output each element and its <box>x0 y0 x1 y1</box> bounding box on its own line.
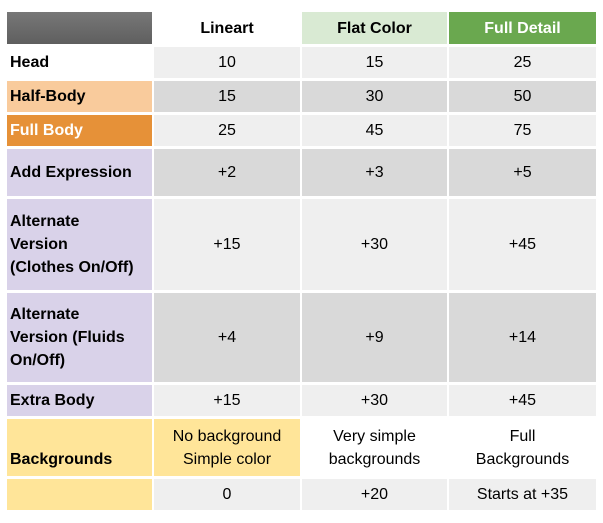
row-label: Extra Body <box>7 385 152 416</box>
cell-text: Extra Body <box>10 392 95 409</box>
cell-text: 0 <box>222 486 232 503</box>
cell-text: Head <box>10 54 50 71</box>
cell-text: Alternate <box>10 213 80 230</box>
cell-text: 45 <box>365 122 384 139</box>
cell-text: +30 <box>360 392 389 409</box>
price-cell: 10 <box>154 47 300 78</box>
cell-text: Starts at +35 <box>476 486 569 503</box>
price-cell: 25 <box>154 115 300 146</box>
row-label: Half-Body <box>7 81 152 112</box>
cell-text: +45 <box>508 392 537 409</box>
price-cell: +3 <box>302 149 447 196</box>
cell-text: 25 <box>218 122 236 139</box>
price-cell: 45 <box>302 115 447 146</box>
price-cell: +2 <box>154 149 300 196</box>
row-label: Full Body <box>7 115 152 146</box>
column-header: Flat Color <box>302 12 447 44</box>
cell-text: +45 <box>508 236 537 253</box>
cell-text: Half-Body <box>10 88 86 105</box>
cell-text: Add Expression <box>10 164 132 181</box>
cell-text: Version <box>10 236 68 253</box>
price-cell: +5 <box>449 149 596 196</box>
price-cell: +15 <box>154 199 300 290</box>
header-corner <box>7 12 152 44</box>
column-header: Full Detail <box>449 12 596 44</box>
price-cell: 0 <box>154 479 300 510</box>
cell-text: 25 <box>513 54 532 71</box>
cell-text: 10 <box>218 54 236 71</box>
cell-text: 15 <box>365 54 384 71</box>
cell-text: Version (Fluids <box>10 329 125 346</box>
cell-text: Backgrounds <box>10 451 113 468</box>
cell-text: 15 <box>218 88 236 105</box>
cell-text: +5 <box>513 164 532 181</box>
row-label: Head <box>7 47 152 78</box>
price-cell: +45 <box>449 385 596 416</box>
price-cell: No background Simple color <box>154 419 300 476</box>
price-cell: 30 <box>302 81 447 112</box>
cell-text: Very simple <box>333 427 416 445</box>
price-cell: +45 <box>449 199 596 290</box>
column-header: Lineart <box>154 12 300 44</box>
cell-text: Backgrounds <box>475 450 570 468</box>
row-label: Alternate Version (Clothes On/Off) <box>7 199 152 290</box>
cell-text: +20 <box>360 486 389 503</box>
cell-text: +3 <box>365 164 384 181</box>
cell-text: +4 <box>217 329 237 346</box>
cell-text: No background <box>172 427 282 445</box>
cell-text: On/Off) <box>10 352 66 369</box>
price-cell: Very simple backgrounds <box>302 419 447 476</box>
price-cell: Starts at +35 <box>449 479 596 510</box>
price-cell: 50 <box>449 81 596 112</box>
price-cell: 15 <box>302 47 447 78</box>
price-cell: +20 <box>302 479 447 510</box>
row-label: Alternate Version (Fluids On/Off) <box>7 293 152 382</box>
price-cell: +15 <box>154 385 300 416</box>
cell-text: (Clothes On/Off) <box>10 259 134 276</box>
cell-text: Lineart <box>200 19 254 37</box>
price-cell: 15 <box>154 81 300 112</box>
cell-text: +14 <box>508 329 537 346</box>
cell-text: +15 <box>213 236 241 253</box>
cell-text: +9 <box>365 329 384 346</box>
cell-text: Full <box>509 427 536 445</box>
cell-text: backgrounds <box>328 450 421 468</box>
row-label: Add Expression <box>7 149 152 196</box>
cell-text: Full Detail <box>484 19 561 37</box>
price-cell: +9 <box>302 293 447 382</box>
price-cell: +4 <box>154 293 300 382</box>
cell-text: 75 <box>513 122 532 139</box>
price-cell: 25 <box>449 47 596 78</box>
cell-text: +30 <box>360 236 389 253</box>
cell-text: 50 <box>513 88 532 105</box>
price-cell: Full Backgrounds <box>449 419 596 476</box>
price-cell: +14 <box>449 293 596 382</box>
cell-text: 30 <box>365 88 384 105</box>
cell-text: +15 <box>213 392 241 409</box>
cell-text: Full Body <box>10 122 83 139</box>
price-cell: 75 <box>449 115 596 146</box>
cell-text: +2 <box>217 164 237 181</box>
row-label <box>7 479 152 510</box>
cell-text: Simple color <box>182 450 272 468</box>
price-cell: +30 <box>302 385 447 416</box>
cell-text: Flat Color <box>337 19 412 37</box>
cell-text: Alternate <box>10 306 80 323</box>
price-cell: +30 <box>302 199 447 290</box>
row-label: Backgrounds <box>7 419 152 476</box>
